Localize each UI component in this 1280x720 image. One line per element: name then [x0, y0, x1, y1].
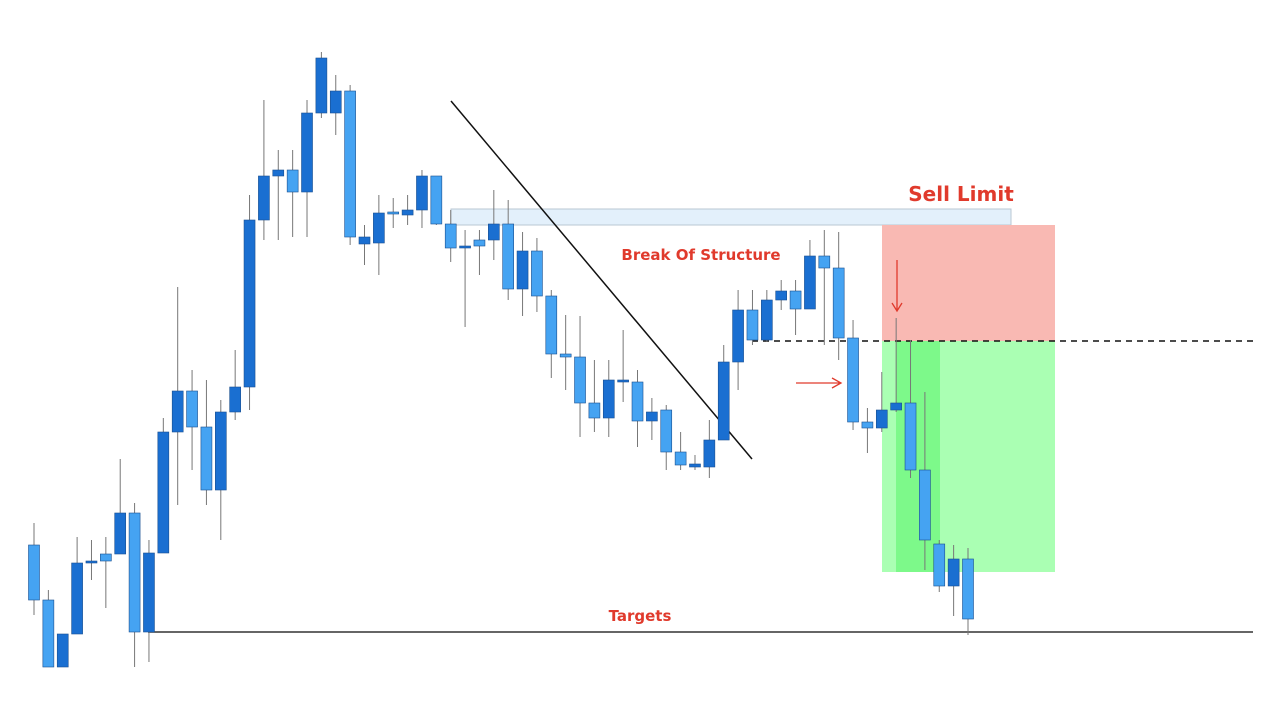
trend-line [450, 100, 753, 460]
candle-body [157, 431, 170, 554]
candle-body [344, 90, 356, 238]
arrows [796, 260, 903, 389]
candle-body [243, 219, 256, 388]
stop-zone [882, 225, 1055, 341]
down-arrow [891, 260, 903, 313]
candle-body [660, 409, 673, 453]
candle-body [459, 245, 471, 249]
candle-body [373, 212, 385, 244]
candle-body [56, 633, 69, 668]
candle-body [775, 290, 788, 301]
candle-body [430, 175, 443, 225]
candle-body [933, 543, 946, 587]
candle-body [746, 309, 759, 341]
candle-body [229, 386, 241, 413]
candle-body [28, 544, 40, 601]
candle-body [531, 250, 543, 297]
candle-body [416, 175, 428, 211]
candle-body [100, 553, 112, 562]
candle-body [301, 112, 313, 193]
targets-label: Targets [609, 607, 672, 625]
supply-zone [450, 208, 1012, 226]
candle-body [717, 361, 730, 441]
candle-body [861, 421, 874, 429]
candle-body [804, 255, 816, 310]
candle-body [962, 558, 974, 620]
candle-body [286, 169, 299, 193]
candle-body [919, 469, 931, 541]
candle-body [516, 250, 529, 290]
candle-body [114, 512, 127, 555]
candle-body [128, 512, 141, 633]
candles [28, 52, 974, 668]
candle-body [315, 57, 328, 114]
candle-body [329, 90, 342, 114]
bos-label: Break Of Structure [621, 246, 780, 264]
candle-body [703, 439, 716, 468]
candle-body [444, 223, 457, 249]
candle-body [875, 409, 888, 429]
candle-body [200, 426, 213, 491]
candle-body [358, 236, 371, 245]
candle-body [617, 379, 629, 383]
candle-body [602, 379, 615, 419]
candle-body [85, 560, 98, 564]
candle-body [488, 223, 500, 241]
right-arrow [796, 377, 843, 389]
candle-body [186, 390, 198, 428]
candle-body [545, 295, 558, 355]
candle-body [171, 390, 184, 433]
candle-body [631, 381, 644, 422]
profit-zone-hit [896, 341, 940, 572]
candle-body [761, 299, 773, 341]
candle-body [904, 402, 917, 471]
candle-body [646, 411, 658, 422]
candle-body [143, 552, 155, 633]
candle-body [818, 255, 831, 269]
candle-body [559, 353, 572, 358]
candle-body [272, 169, 285, 177]
candle-body [42, 599, 55, 668]
candle-body [387, 211, 400, 215]
candle-body [71, 562, 83, 635]
candle-body [215, 411, 227, 491]
candle-body [890, 402, 902, 411]
candle-body [574, 356, 586, 404]
candle-body [789, 290, 802, 310]
sell-limit-label: Sell Limit [908, 182, 1014, 206]
candle-body [473, 239, 486, 247]
candle-body [258, 175, 270, 221]
candle-body [689, 463, 701, 468]
candle-body [832, 267, 845, 339]
candle-body [588, 402, 601, 419]
candle-body [674, 451, 687, 466]
candle-body [401, 209, 414, 216]
candle-body [502, 223, 514, 290]
candle-body [732, 309, 744, 363]
candle-body [847, 337, 859, 423]
candle-body [947, 558, 960, 587]
